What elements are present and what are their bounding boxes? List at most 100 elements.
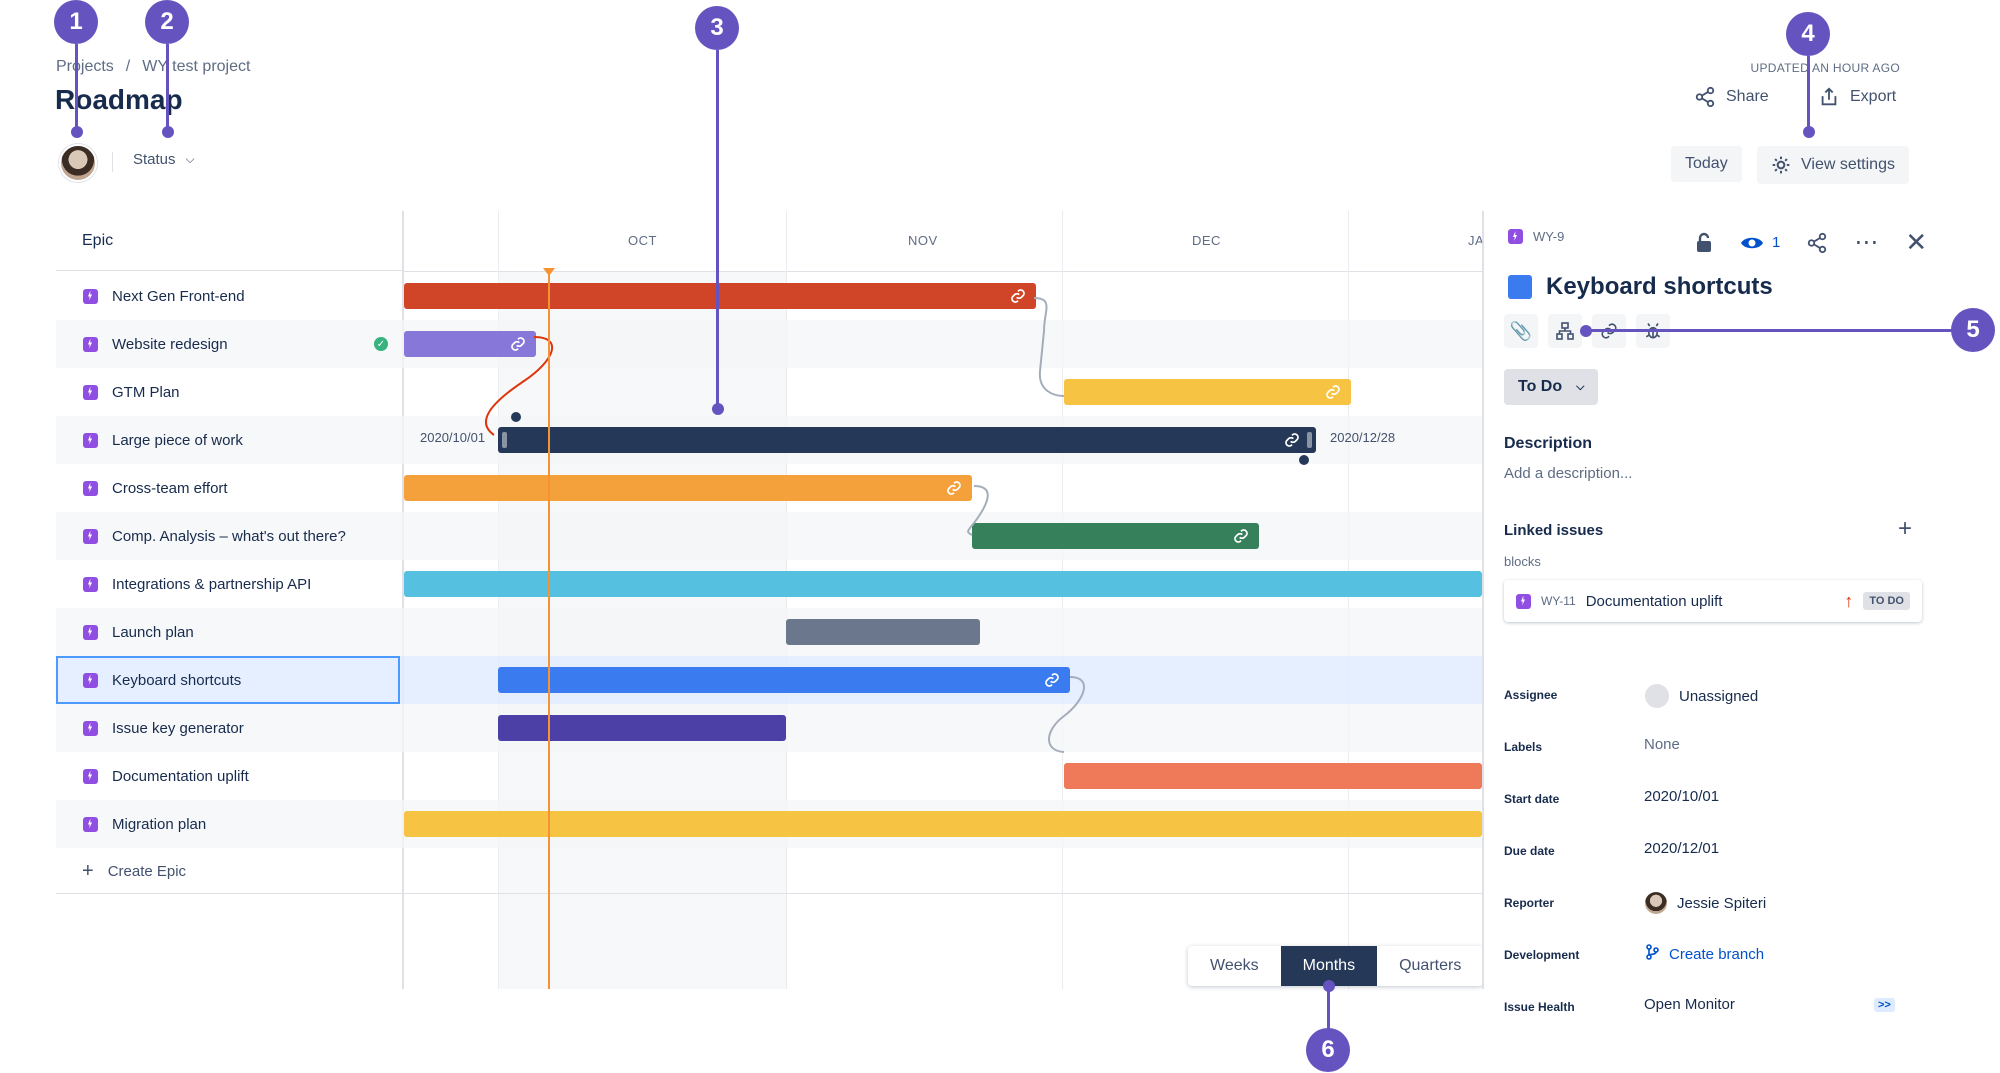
child-issue-button[interactable] [1548,314,1582,348]
hierarchy-icon [1556,322,1574,340]
link-type-label: blocks [1504,554,1541,569]
link-icon[interactable] [1044,672,1060,688]
link-icon[interactable] [1010,288,1026,304]
month-label: JA [1468,233,1485,248]
timeline-header: OCT NOV DEC JA [404,211,1485,272]
epic-row[interactable]: Integrations & partnership API [56,560,402,608]
epic-bar[interactable] [498,667,1070,693]
link-icon[interactable] [1233,528,1249,544]
attach-button[interactable]: 📎 [1504,314,1538,348]
issue-health-label: Issue Health [1504,1000,1575,1014]
bar-resize-handle[interactable] [502,432,507,448]
development-value[interactable]: Create branch [1645,944,1764,964]
epic-color-swatch[interactable] [1508,275,1532,299]
health-expand-button[interactable]: >> [1874,998,1895,1012]
bar-end-date: 2020/12/28 [1330,430,1396,445]
status-dropdown[interactable]: To Do ⌵ [1504,369,1599,405]
epic-icon [83,432,98,448]
epic-bar[interactable] [404,331,536,357]
epic-bar[interactable] [404,571,1482,597]
epic-bar[interactable] [972,523,1259,549]
avatar-filter[interactable] [59,144,97,182]
breadcrumb-project[interactable]: WY test project [142,58,251,75]
lock-icon[interactable] [1694,232,1714,254]
chevron-down-icon: ⌵ [1576,380,1585,393]
link-icon[interactable] [1325,384,1341,400]
epic-row[interactable]: Large piece of work [56,416,402,464]
epic-bar[interactable] [1064,763,1482,789]
more-icon[interactable]: ⋯ [1854,229,1880,256]
epic-row[interactable]: Comp. Analysis – what's out there? [56,512,402,560]
export-icon [1821,87,1837,106]
linked-issue-card[interactable]: WY-11 Documentation uplift ↑ TO DO [1504,580,1922,622]
avatar [1645,892,1667,914]
add-link-icon[interactable]: + [1898,515,1913,542]
epic-row[interactable]: Cross-team effort [56,464,402,512]
timescale-toggle: Weeks Months Quarters [1188,946,1484,986]
epic-icon [83,768,98,784]
link-icon[interactable] [510,336,526,352]
epic-name: Migration plan [112,815,207,833]
epic-icon [83,816,98,832]
link-icon[interactable] [946,480,962,496]
epic-row[interactable]: GTM Plan [56,368,402,416]
description-heading: Description [1504,435,1593,452]
epic-row[interactable]: Next Gen Front-end [56,272,402,320]
callout-6-line [1327,984,1330,1030]
close-icon[interactable]: ✕ [1905,227,1928,257]
start-date-value[interactable]: 2020/10/01 [1644,788,1719,805]
watch-button[interactable]: 1 [1740,234,1780,251]
month-label: DEC [1192,233,1221,248]
due-date-value[interactable]: 2020/12/01 [1644,840,1719,857]
callout-5-line [1586,329,1952,332]
month-label: OCT [628,233,657,248]
callout-4: 4 [1786,12,1830,56]
epic-row[interactable]: Website redesign ✓ [56,320,402,368]
scale-months[interactable]: Months [1280,946,1378,986]
epic-bar[interactable] [786,619,980,645]
issue-key[interactable]: WY-9 [1508,229,1564,244]
description-input[interactable]: Add a description... [1504,465,1633,482]
panel-toolbar: 1 ⋯ ✕ [1694,227,1927,258]
epic-name: Comp. Analysis – what's out there? [112,527,346,545]
bar-resize-handle[interactable] [1307,432,1312,448]
assignee-value[interactable]: Unassigned [1645,684,1758,708]
epic-bar[interactable] [404,283,1036,309]
epic-row[interactable]: Launch plan [56,608,402,656]
updated-timestamp: UPDATED AN HOUR AGO [1750,61,1900,75]
epic-bar[interactable] [404,811,1482,837]
scale-weeks[interactable]: Weeks [1210,957,1259,974]
epic-bar[interactable] [1064,379,1351,405]
status-filter[interactable]: Status ⌵ [133,151,195,168]
epic-row[interactable]: Documentation uplift [56,752,402,800]
issue-title[interactable]: Keyboard shortcuts [1546,273,1773,300]
share-icon[interactable] [1806,232,1828,254]
share-button[interactable]: Share [1694,86,1769,108]
epic-row[interactable]: Migration plan [56,800,402,848]
epic-bar[interactable] [498,427,1316,453]
issue-health-value[interactable]: Open Monitor [1644,996,1735,1013]
callout-2-dot [162,126,174,138]
epic-icon [1508,229,1523,244]
breadcrumb-projects[interactable]: Projects [56,58,114,75]
view-settings-button[interactable]: View settings [1757,146,1909,184]
epic-name: Cross-team effort [112,479,228,497]
epic-row[interactable]: Keyboard shortcuts [56,656,400,704]
labels-value[interactable]: None [1644,736,1680,753]
link-icon[interactable] [1284,432,1300,448]
due-date-text: 2020/12/01 [1644,840,1720,857]
epic-row[interactable]: Issue key generator [56,704,402,752]
paperclip-icon: 📎 [1509,320,1533,341]
epic-icon [83,624,98,640]
today-button[interactable]: Today [1671,146,1742,182]
epic-bar[interactable] [404,475,972,501]
reporter-value[interactable]: Jessie Spiteri [1645,892,1766,914]
scale-quarters[interactable]: Quarters [1399,957,1462,974]
development-label: Development [1504,948,1580,962]
create-epic-button[interactable]: + Create Epic [56,847,402,895]
user-icon [1645,684,1669,708]
epic-bar[interactable] [498,715,786,741]
create-epic-label: Create Epic [107,862,187,880]
export-button[interactable]: Export [1818,86,1896,108]
epic-name: Documentation uplift [112,767,249,785]
